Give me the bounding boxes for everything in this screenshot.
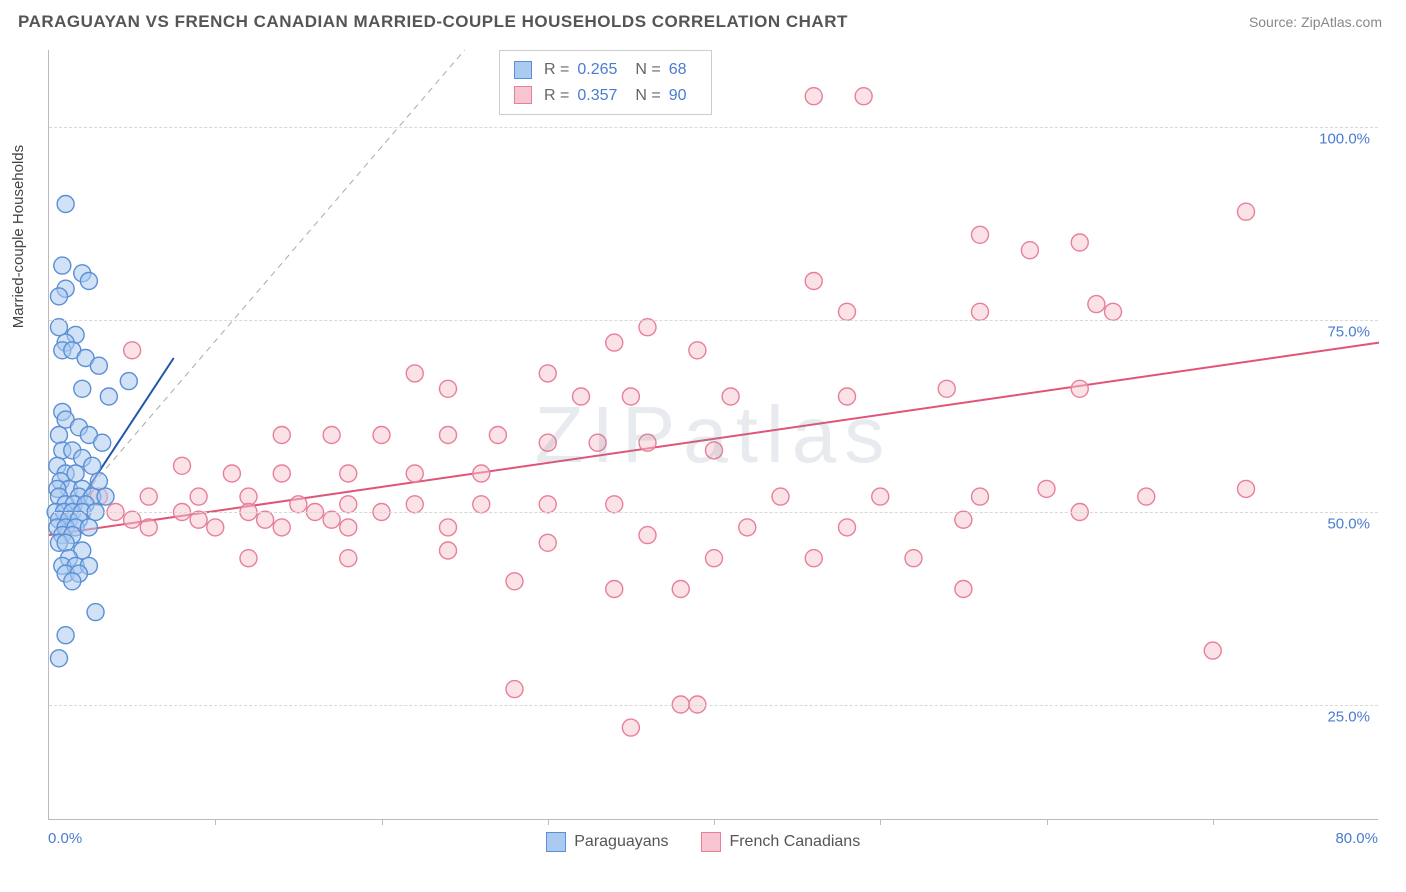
legend-label-paraguayans: Paraguayans	[574, 833, 668, 850]
x-tick	[382, 819, 383, 825]
swatch-paraguayans-bottom	[546, 832, 566, 852]
x-tick	[714, 819, 715, 825]
n-label: N =	[635, 83, 660, 109]
n-value-french-canadians: 90	[669, 83, 687, 109]
chart-plot-area: R = 0.265 N = 68 R = 0.357 N = 90 ZIPatl…	[48, 50, 1378, 820]
x-tick	[1213, 819, 1214, 825]
y-tick-label: 25.0%	[1327, 708, 1370, 725]
x-tick	[215, 819, 216, 825]
x-tick	[880, 819, 881, 825]
source-label: Source: ZipAtlas.com	[1249, 14, 1382, 30]
legend-label-french-canadians: French Canadians	[729, 833, 860, 850]
gridline	[49, 320, 1378, 321]
bottom-legend: Paraguayans French Canadians	[0, 832, 1406, 852]
swatch-paraguayans	[514, 61, 532, 79]
swatch-french-canadians-bottom	[701, 832, 721, 852]
swatch-french-canadians	[514, 86, 532, 104]
y-tick-label: 75.0%	[1327, 323, 1370, 340]
y-axis-title: Married-couple Households	[10, 145, 27, 328]
r-value-french-canadians: 0.357	[577, 83, 617, 109]
y-tick-label: 100.0%	[1319, 131, 1370, 148]
n-value-paraguayans: 68	[669, 57, 687, 83]
n-label: N =	[635, 57, 660, 83]
gridline	[49, 705, 1378, 706]
x-tick	[548, 819, 549, 825]
legend-row-french-canadians: R = 0.357 N = 90	[514, 83, 697, 109]
r-label: R =	[544, 83, 569, 109]
legend-row-paraguayans: R = 0.265 N = 68	[514, 57, 697, 83]
gridline	[49, 512, 1378, 513]
gridline	[49, 127, 1378, 128]
y-tick-label: 50.0%	[1327, 516, 1370, 533]
r-value-paraguayans: 0.265	[577, 57, 617, 83]
r-label: R =	[544, 57, 569, 83]
correlation-legend: R = 0.265 N = 68 R = 0.357 N = 90	[499, 50, 712, 115]
chart-title: PARAGUAYAN VS FRENCH CANADIAN MARRIED-CO…	[18, 12, 848, 32]
x-tick	[1047, 819, 1048, 825]
